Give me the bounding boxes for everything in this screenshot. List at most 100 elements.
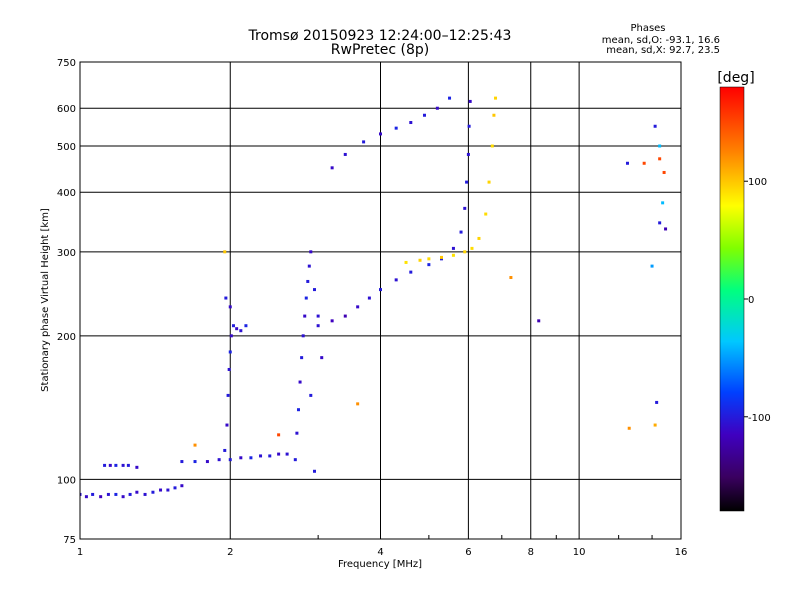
data-point	[114, 463, 118, 467]
y-tick-label: 300	[57, 248, 76, 259]
x-tick-label: 10	[573, 547, 586, 558]
data-point	[343, 152, 347, 156]
y-axis-label: Stationary phase Virtual Height [km]	[40, 208, 51, 392]
data-point	[228, 305, 232, 309]
data-point	[362, 140, 366, 144]
data-point	[173, 486, 177, 490]
data-point	[193, 460, 197, 464]
data-point	[409, 270, 413, 274]
data-point	[228, 350, 232, 354]
data-point	[459, 230, 463, 234]
data-point	[106, 492, 110, 496]
colorbar-label: [deg]	[717, 70, 754, 86]
data-point	[103, 463, 107, 467]
data-point	[298, 380, 302, 384]
data-point	[84, 495, 88, 499]
x-axis-ticks: 1 2 4 6 8 10 16	[77, 535, 687, 558]
data-point	[658, 221, 662, 225]
data-point	[440, 255, 444, 259]
colorbar-ticks: 100 0 -100	[744, 177, 771, 424]
data-point	[300, 356, 304, 360]
data-point	[296, 408, 300, 412]
data-point	[235, 327, 239, 331]
data-point	[159, 488, 163, 492]
data-point	[466, 152, 470, 156]
data-point	[379, 132, 382, 136]
phases-o-stats: mean, sd,O: -93.1, 16.6	[602, 35, 720, 46]
data-point	[180, 484, 184, 488]
data-point	[330, 319, 334, 323]
data-point	[217, 458, 221, 462]
data-point	[435, 106, 439, 110]
data-point	[394, 126, 398, 130]
data-point	[427, 263, 431, 267]
data-point	[494, 96, 498, 100]
data-point	[244, 324, 248, 328]
data-point	[465, 180, 469, 184]
data-point	[249, 456, 253, 460]
data-point	[128, 492, 132, 496]
y-tick-label: 200	[57, 332, 76, 343]
phases-legend: Phases mean, sd,O: -93.1, 16.6 mean, sd,…	[602, 23, 720, 56]
data-point	[367, 296, 371, 300]
data-point	[277, 433, 281, 437]
x-tick-label: 8	[528, 547, 534, 558]
data-point	[316, 324, 320, 328]
data-point	[166, 488, 170, 492]
data-point	[664, 227, 668, 231]
y-tick-label: 400	[57, 188, 76, 199]
data-point	[309, 393, 313, 397]
data-point	[306, 279, 310, 283]
data-point	[121, 463, 125, 467]
data-point	[135, 465, 139, 469]
y-tick-label: 600	[57, 104, 76, 115]
data-point	[451, 246, 455, 250]
data-point	[223, 448, 227, 452]
data-point	[259, 454, 263, 458]
data-point	[307, 264, 311, 268]
data-point	[537, 319, 541, 323]
data-point	[468, 99, 472, 103]
data-point	[225, 423, 229, 427]
data-point	[135, 490, 139, 494]
data-point	[285, 452, 289, 456]
colorbar-tick-label: 0	[748, 295, 754, 306]
data-point	[627, 426, 631, 430]
data-point	[661, 201, 665, 205]
data-point	[126, 463, 130, 467]
colorbar-gradient	[719, 86, 745, 512]
data-point	[625, 161, 629, 165]
data-point	[309, 250, 313, 254]
data-point	[108, 463, 112, 467]
data-point	[293, 458, 297, 462]
plot-grid	[80, 62, 681, 539]
data-point	[484, 212, 488, 216]
data-point	[356, 305, 360, 309]
data-point	[228, 458, 232, 462]
data-point	[226, 393, 230, 397]
data-point	[655, 400, 659, 404]
data-point	[239, 329, 243, 333]
data-point	[448, 96, 452, 100]
data-point	[320, 356, 324, 360]
data-point	[467, 124, 471, 128]
data-point	[301, 334, 305, 338]
y-tick-label: 75	[63, 535, 76, 546]
data-point	[463, 206, 467, 210]
plot-frame	[79, 61, 682, 540]
data-point	[394, 278, 398, 282]
x-tick-label: 2	[227, 547, 233, 558]
data-point	[658, 144, 662, 148]
data-point	[343, 314, 347, 318]
data-point	[404, 260, 408, 264]
data-point	[379, 288, 382, 292]
data-point	[409, 121, 413, 125]
data-point	[295, 431, 299, 435]
data-point	[470, 246, 474, 250]
data-point	[223, 250, 227, 254]
data-point	[180, 460, 184, 464]
colorbar-tick-label: -100	[748, 413, 771, 424]
data-point	[224, 296, 228, 300]
x-axis-label: Frequency [MHz]	[338, 559, 422, 570]
data-point	[422, 113, 426, 117]
